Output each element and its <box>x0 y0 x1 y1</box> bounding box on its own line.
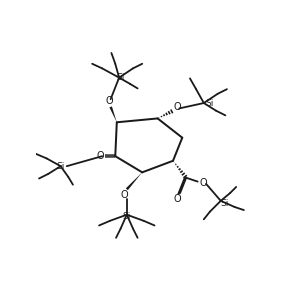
Polygon shape <box>109 106 117 122</box>
Text: O: O <box>173 193 181 203</box>
Text: O: O <box>199 178 207 188</box>
Text: Si: Si <box>123 212 131 221</box>
Text: Si: Si <box>221 199 229 208</box>
Text: O: O <box>105 96 113 106</box>
Text: O: O <box>173 102 181 112</box>
Text: O: O <box>97 151 105 161</box>
Text: Si: Si <box>56 162 65 171</box>
Text: O: O <box>121 191 128 201</box>
Text: Si: Si <box>205 98 213 108</box>
Polygon shape <box>126 172 142 190</box>
Text: Si: Si <box>116 73 125 82</box>
